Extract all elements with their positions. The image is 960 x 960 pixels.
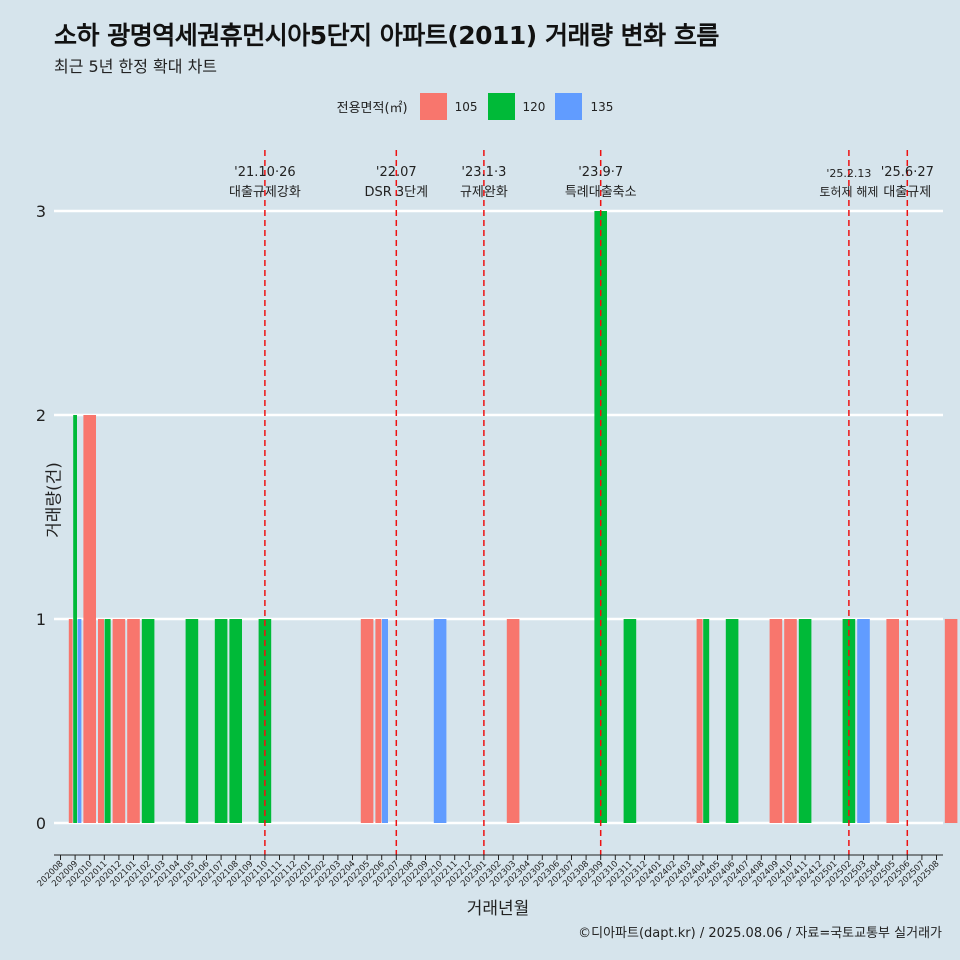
chart-title: 소하 광명역세권휴먼시아5단지 아파트(2011) 거래량 변화 흐름: [54, 21, 719, 50]
chart-subtitle: 최근 5년 한정 확대 차트: [54, 57, 218, 76]
y-tick-label: 2: [36, 406, 46, 425]
legend-swatch-120: [487, 93, 515, 120]
bar-202009-135: [77, 619, 82, 823]
event-date: '25.2.13: [826, 167, 871, 180]
bar-202411-120: [798, 619, 812, 823]
caption: ©디아파트(dapt.kr) / 2025.08.06 / 자료=국토교통부 실…: [578, 926, 942, 941]
event-label: DSR 3단계: [364, 185, 428, 200]
event-label: 토허제 해제: [819, 185, 878, 199]
bar-202505-105: [886, 619, 899, 823]
bar-202011-105: [98, 619, 104, 823]
bar-202410-105: [784, 619, 797, 823]
bar-202009-120: [73, 415, 77, 823]
bar-202404-105: [696, 619, 703, 823]
bar-202303-105: [506, 619, 520, 823]
event-label: 규제완화: [460, 185, 508, 200]
y-tick-label: 3: [36, 202, 46, 221]
bar-202012-105: [112, 619, 126, 823]
bar-202409-105: [769, 619, 783, 823]
y-tick-label: 1: [36, 610, 46, 629]
bar-202102-120: [141, 619, 155, 823]
legend-label-105: 105: [454, 99, 478, 114]
legend-item-105: 105: [419, 93, 478, 120]
event-label: 대출규제강화: [229, 185, 301, 200]
event-label: 특례대출축소: [565, 185, 637, 200]
y-axis: 0 1 2 3: [36, 202, 46, 833]
bars-layer: [68, 211, 958, 823]
legend: 전용면적(㎡) 105 120 135: [0, 93, 960, 120]
event-date: '25.6·27: [881, 165, 934, 180]
legend-label-135: 135: [590, 99, 614, 114]
bar-202205-105: [360, 619, 374, 823]
legend-item-135: 135: [555, 93, 613, 120]
bar-202101-105: [127, 619, 140, 823]
legend-swatch-135: [555, 93, 583, 120]
legend-title: 전용면적(㎡): [336, 101, 408, 116]
bar-202009-105: [68, 619, 73, 823]
event-lines: '21.10·26 대출규제강화 '22.07 DSR 3단계 '23.1·3 규제완화 '…: [229, 150, 934, 855]
legend-item-120: 120: [487, 93, 546, 120]
bar-202309-120: [594, 211, 607, 823]
y-axis-title: 거래량(건): [44, 462, 65, 538]
bar-202311-120: [623, 619, 637, 823]
bar-202107-120: [214, 619, 228, 823]
bar-202010-105: [83, 415, 96, 823]
legend-label-120: 120: [522, 99, 546, 114]
bar-202206-135: [382, 619, 388, 823]
bar-202011-120: [104, 619, 111, 823]
event-date: '23.9·7: [578, 165, 623, 180]
x-axis-title: 거래년월: [467, 899, 530, 919]
bar-202404-120: [703, 619, 710, 823]
x-axis: 2020082020092020102020112020122021012021…: [36, 854, 943, 889]
y-tick-label: 0: [36, 814, 46, 833]
bar-202503-135: [857, 619, 870, 823]
bar-202210-135: [433, 619, 447, 823]
bar-202105-120: [185, 619, 199, 823]
legend-swatch-105: [419, 93, 447, 120]
event-date: '22.07: [376, 165, 417, 180]
bar-202509-105: [944, 619, 958, 823]
event-date: '21.10·26: [234, 165, 295, 180]
bar-202206-105: [375, 619, 382, 823]
bar-202406-120: [725, 619, 739, 823]
event-label: 대출규제: [883, 185, 931, 200]
bar-202108-120: [229, 619, 242, 823]
event-date: '23.1·3: [461, 165, 506, 180]
